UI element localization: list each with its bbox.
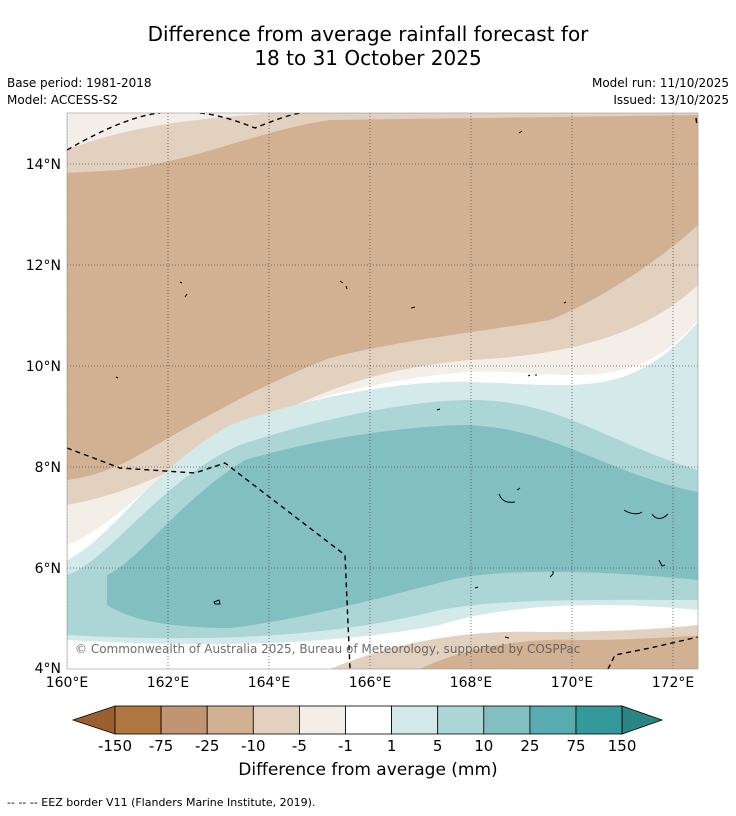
model-run: Model run: 11/10/2025 [591,76,729,90]
issued-date: Issued: 13/10/2025 [613,93,729,107]
lat-label-4: 4°N [35,661,61,677]
colorbar-tick-label: 5 [432,737,443,755]
island [410,306,416,309]
colorbar-swatch [345,705,392,735]
eez-border-se [607,636,698,669]
colorbar-swatch [206,705,254,735]
colorbar-title: Difference from average (mm) [238,760,498,780]
colorbar-tick-label: 75 [566,737,586,755]
island [658,559,666,567]
eez-border-ne [695,117,698,127]
colorbar-tick-label: -150 [97,737,133,755]
map-frame [66,112,699,670]
lat-label-6: 6°N [35,561,61,577]
latitude-labels: 14°N 12°N 10°N 8°N 6°N 4°N [26,157,61,677]
island [563,301,567,304]
island [115,376,119,379]
colorbar-tick-label: 150 [607,737,637,755]
longitude-labels: 160°E 162°E 164°E 166°E 168°E 170°E 172°… [46,675,695,691]
island [498,487,521,503]
title-line2: 18 to 31 October 2025 [254,46,482,70]
colorbar-tick-label: -5 [291,737,307,755]
island [549,571,554,578]
eez-footnote: -- -- -- EEZ border V11 (Flanders Marine… [7,796,316,809]
island-outlines [115,130,669,639]
colorbar-tick-label: -25 [194,737,220,755]
island [518,130,523,134]
colorbar-tick-label: -10 [241,737,266,755]
lon-label-172: 172°E [652,675,695,691]
island [623,509,669,519]
island [213,599,221,605]
colorbar-swatch [160,705,208,735]
island [436,408,441,411]
contour-wet-strong [107,425,698,628]
lat-label-10: 10°N [26,359,61,375]
lon-label-168: 168°E [450,675,493,691]
lat-label-8: 8°N [35,460,61,476]
lon-label-166: 166°E [349,675,392,691]
colorbar-arrow-right [621,705,664,735]
copyright-notice: © Commonwealth of Australia 2025, Bureau… [75,642,580,656]
colorbar-tick-label: 10 [474,737,494,755]
eez-border-nw [67,113,161,151]
eez-border-n [199,113,301,129]
colorbar-swatch [575,705,623,735]
island [179,281,188,298]
lon-label-170: 170°E [551,675,594,691]
lat-label-14: 14°N [26,157,61,173]
island [339,280,348,290]
colorbar-tick-label: -1 [338,737,353,755]
contour-fill-layer [67,113,698,669]
colorbar-tick-label: -75 [148,737,174,755]
colorbar-swatch [437,705,485,735]
colorbar-arrow-left [71,705,116,735]
island [474,586,479,589]
eez-border-central [67,447,351,669]
colorbar-swatch [483,705,531,735]
island [504,636,510,639]
lon-label-162: 162°E [147,675,190,691]
title-line1: Difference from average rainfall forecas… [147,22,589,46]
colorbar-swatch [298,705,346,735]
colorbar [71,705,664,735]
lat-label-12: 12°N [26,258,61,274]
eez-borders [67,113,698,669]
lon-label-164: 164°E [248,675,291,691]
contour-dry-medium [67,115,698,480]
contour-dry-south-medium [420,636,698,669]
colorbar-swatch [114,705,162,735]
colorbar-swatch [529,705,577,735]
colorbar-swatch [391,705,439,735]
colorbar-swatch [252,705,300,735]
gridlines [67,113,698,669]
base-period: Base period: 1981-2018 [7,76,152,90]
colorbar-tick-label: 1 [386,737,397,755]
colorbar-tick-label: 25 [520,737,540,755]
lon-label-160: 160°E [46,675,89,691]
model-name: Model: ACCESS-S2 [7,93,119,107]
island [527,374,537,377]
